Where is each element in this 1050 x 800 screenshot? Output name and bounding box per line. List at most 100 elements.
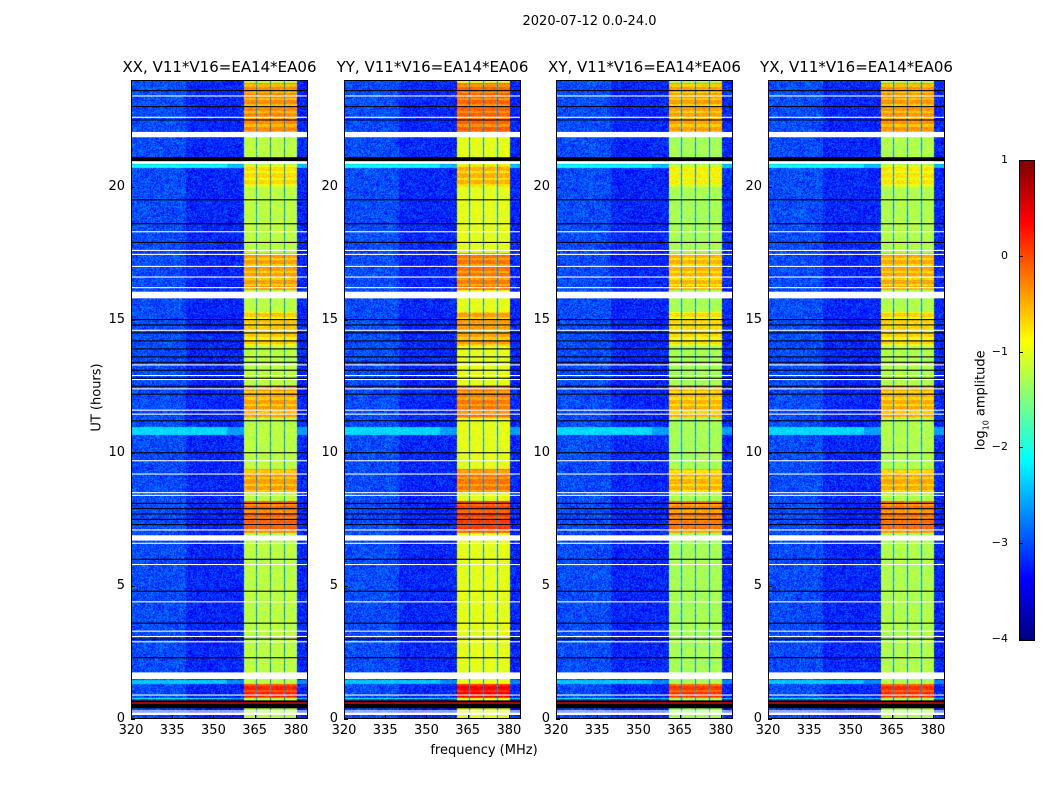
flagged-line	[556, 542, 733, 544]
x-tick-mark	[720, 715, 722, 719]
x-tick-mark	[213, 715, 215, 719]
spectrogram-panel-0: XX, V11*V16=EA14*EA06 0 5 10 15 20 320 335 350 36…	[108, 58, 316, 738]
panel-title: YY, V11*V16=EA14*EA06	[336, 58, 529, 76]
y-tick-mark	[344, 319, 348, 321]
dark-line	[344, 622, 521, 624]
dark-line	[768, 524, 945, 526]
dark-line	[344, 385, 521, 387]
x-tick-label: 320	[543, 723, 569, 738]
y-tick-label: 15	[108, 311, 125, 327]
flagged-line	[131, 529, 308, 531]
y-tick-mark	[344, 719, 348, 720]
y-tick-mark	[556, 319, 560, 321]
x-tick-mark	[254, 715, 256, 719]
dark-line	[556, 558, 733, 560]
dark-line	[131, 319, 308, 321]
flagged-line	[556, 494, 733, 496]
colorbar-tick-label: −2	[991, 440, 1008, 454]
flagged-line	[131, 329, 308, 331]
dark-line	[344, 119, 521, 121]
flagged-line	[556, 473, 733, 475]
flagged-line	[556, 529, 733, 531]
flagged-band	[131, 131, 308, 138]
dark-line	[556, 622, 733, 624]
flagged-band	[344, 712, 521, 716]
x-tick-mark	[850, 715, 852, 719]
dark-line	[131, 324, 308, 326]
flagged-line	[768, 253, 945, 255]
dark-line	[556, 356, 733, 358]
flagged-band	[344, 131, 521, 138]
dark-line	[556, 518, 733, 520]
flagged-line	[344, 276, 521, 278]
dark-line	[556, 340, 733, 342]
dark-line	[131, 106, 308, 108]
dark-line	[344, 361, 521, 363]
flagged-line	[344, 473, 521, 475]
flagged-band	[556, 535, 733, 541]
dark-line	[556, 241, 733, 243]
panel-title: XY, V11*V16=EA14*EA06	[548, 58, 741, 76]
dark-line	[131, 508, 308, 510]
colorbar-tick-mark	[1019, 351, 1023, 353]
flagged-line	[768, 276, 945, 278]
y-tick-label: 10	[745, 444, 762, 460]
y-tick-mark	[768, 719, 772, 720]
flagged-band	[131, 672, 308, 680]
y-tick-label: 10	[321, 444, 338, 460]
flagged-line	[344, 253, 521, 255]
dark-line	[556, 348, 733, 350]
y-tick-mark	[131, 452, 135, 454]
x-tick-label: 320	[118, 723, 144, 738]
dark-line	[344, 332, 521, 334]
dark-line	[344, 319, 521, 321]
dark-line	[768, 90, 945, 92]
dark-line	[131, 356, 308, 358]
flagged-line	[131, 231, 308, 233]
flagged-line	[131, 542, 308, 544]
dark-band	[344, 157, 521, 162]
dark-line	[768, 348, 945, 350]
dark-line	[556, 369, 733, 371]
flagged-line	[556, 601, 733, 603]
colorbar-tick-label: −1	[991, 344, 1008, 358]
flagged-line	[344, 601, 521, 603]
flagged-line	[768, 329, 945, 331]
dark-line	[344, 508, 521, 510]
x-tick-mark	[131, 715, 132, 719]
strong-rfi-line	[131, 702, 308, 704]
flagged-line	[131, 116, 308, 118]
flagged-line	[344, 116, 521, 118]
dark-line	[344, 90, 521, 92]
dark-line	[131, 369, 308, 371]
flag-overlay	[768, 90, 945, 716]
dark-line	[344, 558, 521, 560]
x-tick-label: 380	[920, 723, 946, 738]
flagged-line	[768, 249, 945, 251]
x-tick-mark	[891, 715, 893, 719]
flagged-line	[768, 388, 945, 390]
dark-line	[768, 502, 945, 504]
flagged-line	[556, 375, 733, 377]
x-tick-label: 335	[584, 723, 610, 738]
flagged-band	[768, 131, 945, 138]
dark-line	[556, 502, 733, 504]
flagged-line	[768, 542, 945, 544]
dark-line	[131, 199, 308, 201]
x-tick-mark	[638, 715, 640, 719]
flagged-line	[131, 641, 308, 643]
flagged-line	[131, 388, 308, 390]
y-tick-mark	[768, 186, 772, 188]
flagged-line	[131, 364, 308, 366]
x-tick-label: 320	[755, 723, 781, 738]
flagged-line	[556, 249, 733, 251]
dark-line	[768, 385, 945, 387]
dark-line	[556, 223, 733, 225]
flagged-line	[344, 641, 521, 643]
flagged-line	[768, 460, 945, 462]
y-tick-label: 10	[533, 444, 550, 460]
flagged-line	[344, 265, 521, 267]
x-tick-mark	[172, 715, 174, 719]
y-tick-label: 15	[533, 311, 550, 327]
strong-rfi-line	[344, 702, 521, 704]
